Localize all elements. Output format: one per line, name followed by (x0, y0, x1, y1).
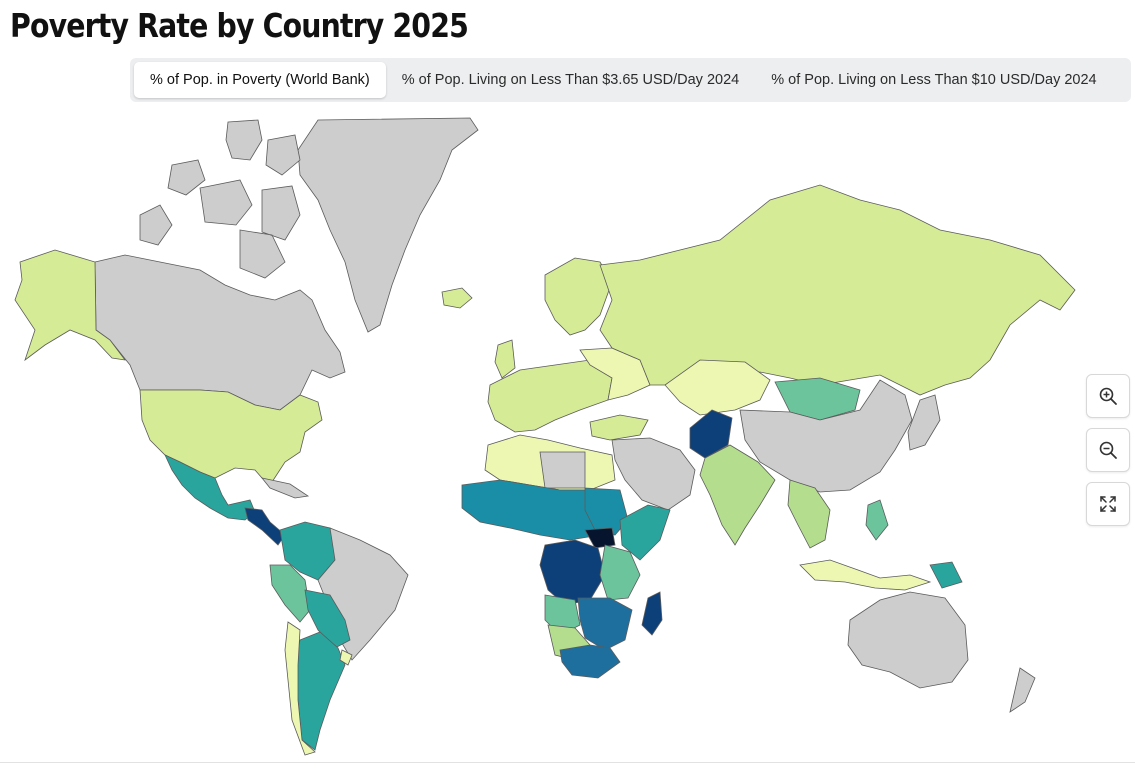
tab-less-than-10[interactable]: % of Pop. Living on Less Than $10 USD/Da… (771, 72, 1097, 88)
zoom-in-button[interactable] (1086, 374, 1130, 418)
country-western-europe[interactable] (487, 359, 613, 433)
country-ethiopia-somalia[interactable] (619, 504, 671, 561)
country-new-zealand[interactable] (1009, 667, 1036, 713)
country-mozambique-zambia[interactable] (577, 597, 633, 651)
country-canada[interactable] (94, 254, 346, 411)
country-south-africa[interactable] (559, 644, 621, 679)
country-middle-east[interactable] (611, 437, 696, 511)
zoom-out-button[interactable] (1086, 428, 1130, 472)
bottom-divider (0, 762, 1135, 763)
tab-bar: % of Pop. in Poverty (World Bank) % of P… (130, 58, 1131, 102)
country-alaska[interactable] (14, 249, 126, 362)
country-greenland[interactable] (297, 117, 479, 333)
country-libya[interactable] (539, 451, 586, 489)
country-central-africa[interactable] (539, 539, 606, 606)
country-peru[interactable] (269, 564, 311, 623)
fullscreen-icon (1100, 496, 1116, 512)
country-australia[interactable] (847, 591, 969, 689)
country-india[interactable] (699, 444, 776, 546)
country-papua-new-guinea[interactable] (929, 561, 963, 589)
country-scandinavia[interactable] (544, 257, 613, 336)
country-sudan[interactable] (584, 487, 629, 536)
country-indonesia[interactable] (799, 559, 932, 591)
zoom-out-icon (1099, 441, 1117, 459)
country-argentina[interactable] (294, 631, 346, 751)
country-madagascar[interactable] (641, 591, 663, 636)
country-iceland[interactable] (441, 287, 473, 309)
country-canada-islands[interactable] (139, 119, 301, 279)
country-turkey[interactable] (589, 414, 649, 441)
country-usa[interactable] (139, 389, 323, 483)
country-russia[interactable] (599, 184, 1076, 396)
zoom-in-icon (1099, 387, 1117, 405)
country-central-america[interactable] (244, 507, 286, 546)
country-philippines[interactable] (865, 499, 889, 541)
page-title: Poverty Rate by Country 2025 (10, 6, 469, 45)
world-map[interactable] (0, 108, 1085, 763)
tab-poverty-world-bank[interactable]: % of Pop. in Poverty (World Bank) (134, 62, 386, 98)
country-afghanistan[interactable] (689, 409, 733, 459)
country-southeast-asia[interactable] (787, 479, 831, 549)
country-south-sudan[interactable] (584, 527, 616, 549)
country-chile[interactable] (284, 621, 316, 756)
tab-less-than-365[interactable]: % of Pop. Living on Less Than $3.65 USD/… (401, 72, 740, 88)
country-uruguay[interactable] (339, 649, 353, 666)
country-china[interactable] (739, 379, 913, 493)
country-bolivia-paraguay[interactable] (304, 589, 351, 649)
country-kazakhstan[interactable] (664, 359, 771, 416)
country-east-africa[interactable] (599, 544, 641, 601)
country-uk[interactable] (494, 339, 516, 379)
fullscreen-button[interactable] (1086, 482, 1130, 526)
country-japan[interactable] (907, 394, 941, 451)
country-cuba[interactable] (260, 477, 310, 499)
